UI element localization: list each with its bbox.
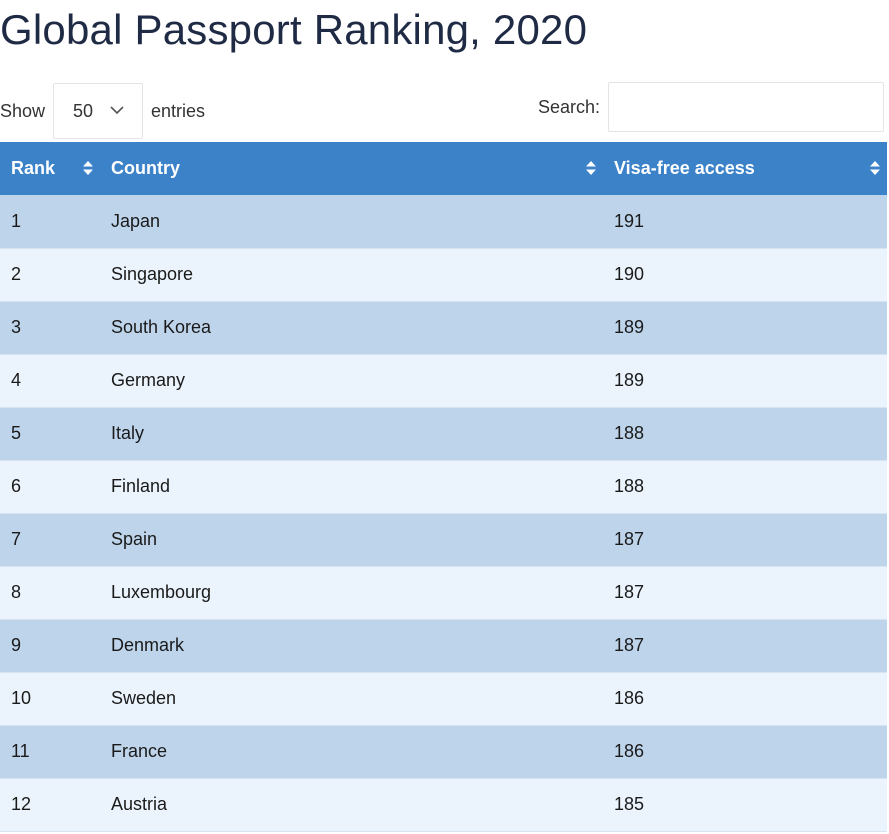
page-title: Global Passport Ranking, 2020 (0, 6, 588, 53)
rank-cell: 6 (0, 460, 100, 514)
visa-free-cell: 189 (603, 354, 887, 408)
rank-cell: 10 (0, 672, 100, 726)
country-cell: Italy (100, 407, 603, 461)
column-header-label: Visa-free access (614, 158, 755, 178)
sort-icon (83, 161, 93, 175)
table-row: 2 Singapore 190 (0, 248, 887, 302)
country-cell: Germany (100, 354, 603, 408)
country-cell: South Korea (100, 301, 603, 355)
visa-free-cell: 186 (603, 672, 887, 726)
rank-cell: 1 (0, 195, 100, 249)
country-cell: Japan (100, 195, 603, 249)
rank-cell: 5 (0, 407, 100, 461)
rank-cell: 11 (0, 725, 100, 779)
country-cell: Sweden (100, 672, 603, 726)
rank-cell: 8 (0, 566, 100, 620)
table-row: 5 Italy 188 (0, 407, 887, 461)
show-label: Show (0, 100, 46, 121)
country-cell: Luxembourg (100, 566, 603, 620)
country-cell: Singapore (100, 248, 603, 302)
ranking-table: Rank Country Visa-free access (0, 142, 887, 832)
search-input[interactable] (608, 82, 884, 132)
column-header-visa-free-access[interactable]: Visa-free access (603, 142, 887, 195)
search-control: Search: (538, 82, 884, 132)
table-row: 7 Spain 187 (0, 513, 887, 567)
visa-free-cell: 188 (603, 460, 887, 514)
country-cell: Finland (100, 460, 603, 514)
page-length-control: Show 50 entries (0, 83, 205, 139)
visa-free-cell: 188 (603, 407, 887, 461)
table-row: 4 Germany 189 (0, 354, 887, 408)
page-length-select[interactable]: 50 (53, 83, 144, 139)
visa-free-cell: 191 (603, 195, 887, 249)
table-body: 1 Japan 191 2 Singapore 190 3 South Korea 189 … (0, 195, 887, 832)
column-header-label: Rank (11, 158, 56, 178)
table-row: 12 Austria 185 (0, 778, 887, 832)
table-row: 9 Denmark 187 (0, 619, 887, 673)
column-header-country[interactable]: Country (100, 142, 603, 195)
rank-cell: 4 (0, 354, 100, 408)
rank-cell: 12 (0, 778, 100, 832)
country-cell: Denmark (100, 619, 603, 673)
search-label: Search: (537, 96, 600, 117)
entries-label: entries (151, 100, 206, 121)
table-row: 8 Luxembourg 187 (0, 566, 887, 620)
sort-icon (586, 161, 596, 175)
visa-free-cell: 189 (603, 301, 887, 355)
rank-cell: 3 (0, 301, 100, 355)
country-cell: Spain (100, 513, 603, 567)
visa-free-cell: 187 (603, 619, 887, 673)
sort-icon (870, 161, 880, 175)
visa-free-cell: 186 (603, 725, 887, 779)
table-row: 10 Sweden 186 (0, 672, 887, 726)
column-header-label: Country (111, 158, 180, 178)
table-row: 3 South Korea 189 (0, 301, 887, 355)
column-header-rank[interactable]: Rank (0, 142, 100, 195)
chevron-down-icon (110, 106, 124, 115)
visa-free-cell: 187 (603, 566, 887, 620)
table-header-row: Rank Country Visa-free access (0, 142, 887, 195)
visa-free-cell: 187 (603, 513, 887, 567)
table-row: 6 Finland 188 (0, 460, 887, 514)
page-length-value: 50 (73, 100, 94, 121)
table-row: 1 Japan 191 (0, 195, 887, 249)
country-cell: France (100, 725, 603, 779)
rank-cell: 7 (0, 513, 100, 567)
table-row: 11 France 186 (0, 725, 887, 779)
rank-cell: 2 (0, 248, 100, 302)
rank-cell: 9 (0, 619, 100, 673)
visa-free-cell: 185 (603, 778, 887, 832)
visa-free-cell: 190 (603, 248, 887, 302)
country-cell: Austria (100, 778, 603, 832)
